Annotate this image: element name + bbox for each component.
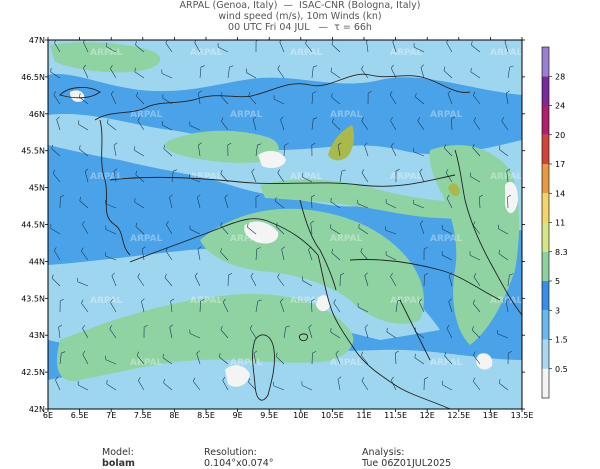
wind-map: ARPAL ARPAL ARPAL ARPAL ARPAL ARPAL ARPAL ARPAL…	[0, 0, 600, 450]
longitude-tick-label: 12.5E	[447, 411, 470, 420]
longitude-tick-label: 9E	[233, 411, 243, 420]
arpal-watermark: ARPAL	[430, 110, 463, 120]
longitude-tick-label: 9.5E	[260, 411, 278, 420]
longitude-tick-label: 8.5E	[197, 411, 215, 420]
colorbar-swatch	[542, 164, 549, 193]
colorbar-swatch	[542, 76, 549, 105]
colorbar-level-label: 3	[555, 306, 560, 315]
longitude-tick-label: 11E	[356, 411, 371, 420]
colorbar-swatch	[542, 281, 549, 310]
arpal-watermark: ARPAL	[390, 296, 423, 306]
arpal-watermark: ARPAL	[90, 48, 123, 58]
footer-model-value: bolam	[102, 458, 135, 469]
footer-resolution-value: 0.104°x0.074°	[204, 458, 274, 469]
footer-analysis-label: Analysis:	[362, 447, 404, 458]
colorbar-swatch	[542, 135, 549, 164]
arpal-watermark: ARPAL	[490, 48, 523, 58]
colorbar-swatch	[542, 193, 549, 222]
arpal-watermark: ARPAL	[130, 110, 163, 120]
wind-field: ARPAL ARPAL ARPAL ARPAL ARPAL ARPAL ARPAL ARPAL…	[48, 39, 563, 409]
colorbar-level-label: 5	[555, 277, 560, 286]
arpal-watermark: ARPAL	[390, 48, 423, 58]
arpal-watermark: ARPAL	[490, 172, 523, 182]
arpal-watermark: ARPAL	[290, 296, 323, 306]
colorbar-swatch	[542, 310, 549, 339]
longitude-tick-label: 13.5E	[511, 411, 534, 420]
colorbar-level-label: 8.3	[555, 248, 568, 257]
colorbar-swatch	[542, 369, 549, 398]
footer-analysis-value: Tue 06Z01JUL2025	[362, 458, 451, 469]
arpal-watermark: ARPAL	[230, 110, 263, 120]
arpal-watermark: ARPAL	[330, 358, 363, 368]
arpal-watermark: ARPAL	[90, 172, 123, 182]
colorbar-level-label: 20	[555, 131, 565, 140]
colorbar-level-label: 17	[555, 160, 565, 169]
colorbar-swatch	[542, 106, 549, 135]
colorbar-swatch	[542, 252, 549, 281]
footer-resolution: Resolution: 0.104°x0.074°	[198, 436, 274, 469]
arpal-watermark: ARPAL	[130, 234, 163, 244]
arpal-watermark: ARPAL	[390, 172, 423, 182]
arpal-watermark: ARPAL	[190, 172, 223, 182]
arpal-watermark: ARPAL	[430, 234, 463, 244]
colorbar-swatch	[542, 47, 549, 76]
longitude-tick-label: 6.5E	[71, 411, 89, 420]
latitude-tick-label: 43N	[29, 331, 45, 340]
latitude-tick-label: 44.5N	[21, 221, 45, 230]
arpal-watermark: ARPAL	[190, 296, 223, 306]
longitude-tick-label: 10.5E	[321, 411, 344, 420]
longitude-tick-label: 7E	[106, 411, 116, 420]
longitude-labels: 6E 6.5E 7E 7.5E 8E 8.5E 9E 9.5E 10E 10.5E 11E 11.5E…	[43, 411, 534, 420]
arpal-watermark: ARPAL	[430, 358, 463, 368]
latitude-tick-label: 45N	[29, 184, 45, 193]
footer-resolution-label: Resolution:	[204, 447, 257, 458]
colorbar-level-label: 11	[555, 219, 565, 228]
longitude-tick-label: 8E	[169, 411, 179, 420]
arpal-watermark: ARPAL	[230, 358, 263, 368]
colorbar-level-label: 28	[555, 72, 565, 81]
arpal-watermark: ARPAL	[290, 172, 323, 182]
latitude-tick-label: 45.5N	[21, 147, 45, 156]
colorbar-level-label: 14	[555, 189, 565, 198]
arpal-watermark: ARPAL	[90, 296, 123, 306]
latitude-tick-label: 47N	[29, 36, 45, 45]
longitude-tick-label: 10E	[293, 411, 308, 420]
footer-model: Model: bolam	[96, 436, 135, 469]
colorbar-level-label: 1.5	[555, 336, 568, 345]
arpal-watermark: ARPAL	[230, 234, 263, 244]
arpal-watermark: ARPAL	[330, 110, 363, 120]
latitude-tick-label: 43.5N	[21, 294, 45, 303]
colorbar-swatch	[542, 340, 549, 369]
arpal-watermark: ARPAL	[130, 358, 163, 368]
latitude-tick-label: 42.5N	[21, 368, 45, 377]
latitude-tick-label: 44N	[29, 257, 45, 266]
arpal-watermark: ARPAL	[290, 48, 323, 58]
colorbar-swatch	[542, 223, 549, 252]
latitude-tick-label: 46.5N	[21, 73, 45, 82]
longitude-tick-label: 11.5E	[384, 411, 407, 420]
footer-model-label: Model:	[102, 447, 134, 458]
colorbar-level-label: 0.5	[555, 365, 568, 374]
arpal-watermark: ARPAL	[330, 234, 363, 244]
colorbar: 0.5 1.5 3 5 8.3 11 14 17 20 24 28	[542, 47, 568, 398]
longitude-tick-label: 6E	[43, 411, 53, 420]
colorbar-level-label: 24	[555, 102, 565, 111]
arpal-watermark: ARPAL	[190, 48, 223, 58]
footer-analysis: Analysis: Tue 06Z01JUL2025	[356, 436, 451, 469]
longitude-tick-label: 13E	[483, 411, 498, 420]
latitude-tick-label: 46N	[29, 110, 45, 119]
latitude-labels: 47N 46.5N 46N 45.5N 45N 44.5N 44N 43.5N 43N 42.5N…	[21, 36, 45, 414]
longitude-tick-label: 12E	[420, 411, 435, 420]
longitude-tick-label: 7.5E	[134, 411, 152, 420]
